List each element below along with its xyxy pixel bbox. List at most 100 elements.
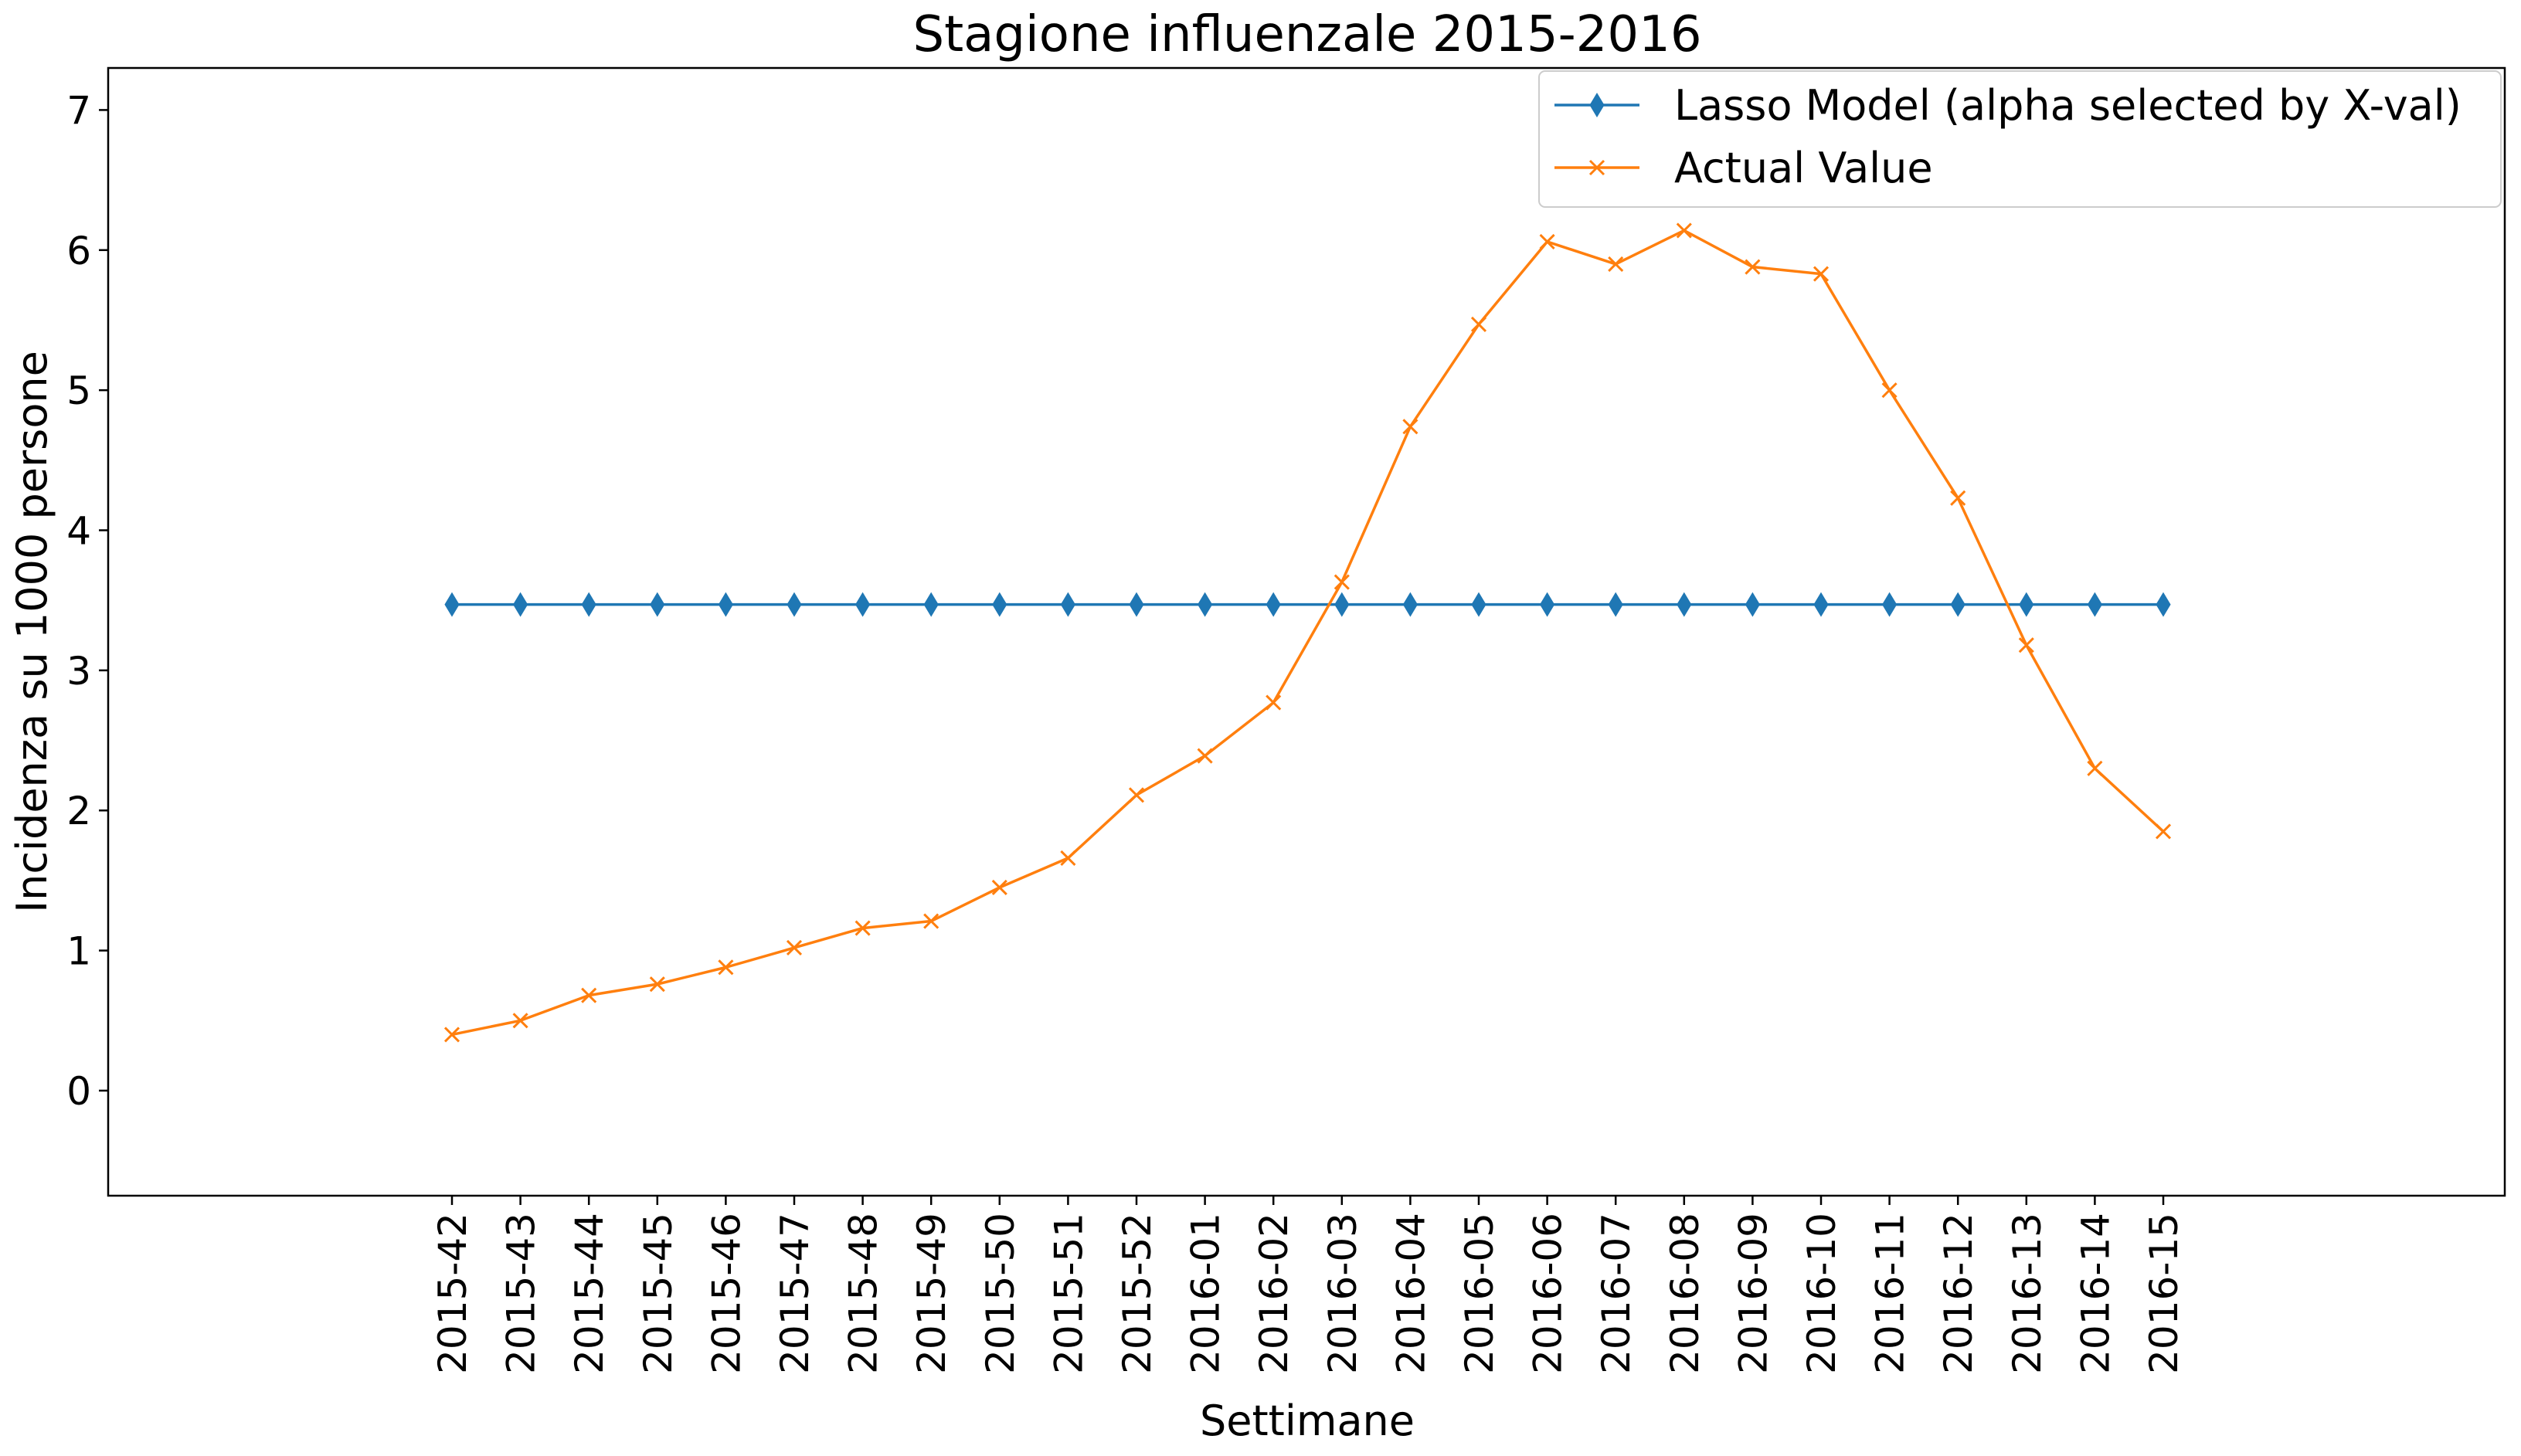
series-lasso-model bbox=[444, 592, 2171, 617]
data-point bbox=[1060, 592, 1075, 617]
x-tick-label: 2015-43 bbox=[499, 1213, 544, 1374]
data-point bbox=[1676, 222, 1692, 239]
data-point bbox=[581, 592, 596, 617]
plot-area bbox=[443, 222, 2172, 1043]
data-point bbox=[1813, 592, 1829, 617]
y-tick-label: 1 bbox=[66, 929, 91, 974]
x-tick-label: 2015-49 bbox=[909, 1213, 954, 1374]
x-tick-label: 2015-45 bbox=[636, 1213, 681, 1374]
data-point bbox=[2156, 592, 2171, 617]
data-point bbox=[1334, 574, 1350, 590]
data-point bbox=[1882, 592, 1898, 617]
x-tick-label: 2016-02 bbox=[1252, 1213, 1296, 1374]
data-point bbox=[581, 987, 597, 1003]
data-point bbox=[718, 959, 734, 976]
data-point bbox=[787, 592, 802, 617]
legend-box bbox=[1538, 70, 2502, 208]
data-point bbox=[1745, 259, 1761, 275]
data-point bbox=[1128, 787, 1145, 803]
series-line bbox=[451, 229, 2165, 1037]
data-point bbox=[649, 976, 665, 993]
x-axis: 2015-42 2015-43 2015-44 2015-45 2015-46 2015-… bbox=[430, 1196, 2186, 1374]
data-point bbox=[1402, 419, 1418, 435]
x-tick-label: 2015-51 bbox=[1046, 1213, 1091, 1374]
data-point bbox=[1266, 694, 1282, 711]
data-point bbox=[1588, 159, 1605, 176]
data-point bbox=[1402, 592, 1418, 617]
x-tick-label: 2016-08 bbox=[1663, 1213, 1707, 1374]
x-tick-label: 2016-14 bbox=[2073, 1213, 2118, 1374]
data-point bbox=[991, 879, 1007, 896]
x-tick-label: 2016-07 bbox=[1594, 1213, 1639, 1374]
data-point bbox=[2155, 823, 2172, 840]
data-point bbox=[513, 592, 528, 617]
data-point bbox=[1540, 592, 1555, 617]
x-tick-label: 2016-15 bbox=[2142, 1213, 2186, 1374]
y-tick-label: 2 bbox=[66, 789, 91, 833]
data-point bbox=[1881, 382, 1898, 399]
x-tick-label: 2015-47 bbox=[773, 1213, 817, 1374]
data-point bbox=[1813, 266, 1830, 282]
plot-frame bbox=[107, 66, 2506, 1197]
y-tick-label: 4 bbox=[66, 509, 91, 554]
x-tick-label: 2016-09 bbox=[1731, 1213, 1775, 1374]
legend-label: Lasso Model (alpha selected by X-val) bbox=[1674, 81, 2462, 130]
y-axis-label: Incidenza su 1000 persone bbox=[8, 351, 56, 913]
data-point bbox=[512, 1013, 528, 1029]
data-point bbox=[1589, 93, 1605, 117]
data-point bbox=[2019, 592, 2034, 617]
data-point bbox=[1539, 233, 1555, 249]
data-point bbox=[855, 592, 871, 617]
data-point bbox=[718, 592, 733, 617]
data-point bbox=[923, 913, 939, 929]
data-point bbox=[1334, 592, 1350, 617]
data-point bbox=[2087, 592, 2102, 617]
x-tick-label: 2016-10 bbox=[1799, 1213, 1844, 1374]
data-point bbox=[854, 920, 871, 936]
y-tick-label: 0 bbox=[66, 1069, 91, 1114]
y-tick-label: 3 bbox=[66, 649, 91, 694]
x-tick-label: 2016-04 bbox=[1388, 1213, 1433, 1374]
y-tick-label: 5 bbox=[66, 368, 91, 413]
data-point bbox=[1060, 850, 1076, 866]
data-point bbox=[786, 939, 803, 956]
legend-label: Actual Value bbox=[1674, 144, 1933, 192]
data-point bbox=[1950, 592, 1965, 617]
data-point bbox=[650, 592, 665, 617]
x-tick-label: 2016-03 bbox=[1320, 1213, 1365, 1374]
x-tick-label: 2016-05 bbox=[1457, 1213, 1502, 1374]
data-point bbox=[923, 592, 939, 617]
y-tick-label: 6 bbox=[66, 229, 91, 273]
data-point bbox=[1608, 592, 1623, 617]
data-point bbox=[1470, 316, 1487, 332]
y-axis: 0 1 2 3 4 5 6 7 bbox=[66, 88, 108, 1114]
legend: Lasso Model (alpha selected by X-val) Act… bbox=[1538, 70, 2502, 208]
x-axis-label: Settimane bbox=[1200, 1397, 1415, 1445]
data-point bbox=[1471, 592, 1486, 617]
x-tick-label: 2016-12 bbox=[1936, 1213, 1981, 1374]
data-point bbox=[1129, 592, 1144, 617]
data-point bbox=[1266, 592, 1281, 617]
data-point bbox=[1950, 490, 1966, 506]
data-point bbox=[1745, 592, 1760, 617]
x-tick-label: 2015-44 bbox=[567, 1213, 612, 1374]
x-tick-label: 2015-42 bbox=[430, 1213, 475, 1374]
x-tick-label: 2015-52 bbox=[1115, 1213, 1160, 1374]
x-tick-label: 2015-46 bbox=[704, 1213, 749, 1374]
x-tick-label: 2016-06 bbox=[1526, 1213, 1571, 1374]
x-tick-label: 2015-50 bbox=[978, 1213, 1023, 1374]
data-point bbox=[992, 592, 1007, 617]
y-tick-label: 7 bbox=[66, 88, 91, 133]
data-point bbox=[1198, 592, 1213, 617]
x-tick-label: 2016-13 bbox=[2005, 1213, 2050, 1374]
x-tick-label: 2015-48 bbox=[841, 1213, 886, 1374]
x-tick-label: 2016-11 bbox=[1868, 1213, 1913, 1374]
x-tick-label: 2016-01 bbox=[1184, 1213, 1228, 1374]
data-point bbox=[1677, 592, 1692, 617]
series-actual-value bbox=[443, 222, 2172, 1043]
data-point bbox=[1197, 748, 1213, 764]
data-point bbox=[1608, 256, 1624, 272]
data-point bbox=[2087, 760, 2103, 776]
